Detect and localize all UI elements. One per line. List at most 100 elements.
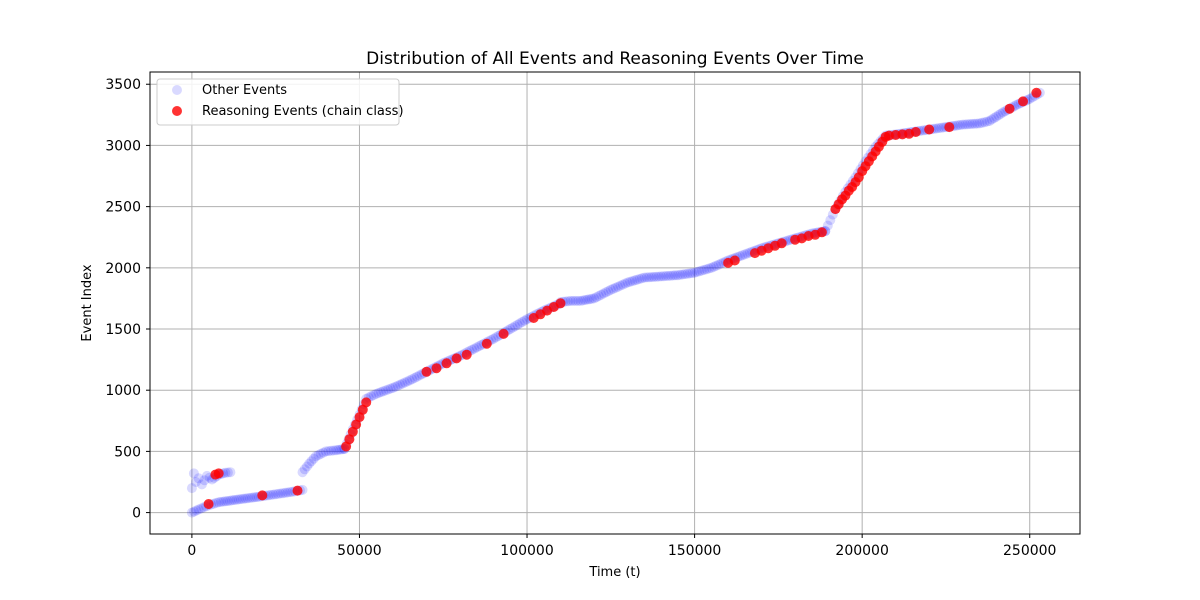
other-event-point	[215, 496, 226, 507]
other-event-point	[708, 261, 719, 272]
x-tick-label: 50000	[337, 543, 382, 559]
other-event-point	[648, 271, 659, 282]
other-event-point	[613, 281, 623, 292]
reasoning-event-point	[481, 338, 492, 349]
other-event-point	[739, 249, 750, 260]
other-event-point	[229, 495, 240, 505]
other-event-point	[580, 295, 591, 305]
other-event-point	[577, 295, 588, 306]
reasoning-event-point	[816, 227, 827, 238]
other-event-point	[625, 276, 635, 287]
other-event-point	[213, 497, 224, 508]
reasoning-event-point	[461, 349, 472, 360]
other-event-point	[711, 260, 722, 271]
other-event-point	[627, 276, 638, 287]
other-event-point	[277, 488, 288, 499]
other-event-point	[517, 317, 528, 327]
other-event-point	[610, 282, 621, 293]
other-event-point	[331, 445, 341, 456]
other-event-point	[512, 319, 523, 330]
other-event-point	[247, 492, 258, 503]
other-event-point	[392, 380, 403, 391]
other-event-point	[658, 271, 669, 282]
other-event-point	[222, 467, 233, 478]
other-event-point	[299, 464, 310, 475]
other-event-point	[380, 385, 391, 396]
other-event-point	[641, 272, 652, 283]
other-event-point	[575, 295, 586, 306]
other-event-point	[629, 275, 640, 286]
y-axis-label: Event Index	[80, 264, 95, 341]
chart-title: Distribution of All Events and Reasoning…	[366, 49, 864, 69]
other-event-point	[373, 388, 384, 398]
reasoning-event-point	[441, 358, 452, 369]
other-event-point	[193, 504, 204, 515]
other-event-point	[297, 467, 308, 478]
reasoning-event-point	[213, 468, 224, 479]
other-event-point	[211, 497, 222, 508]
other-event-point	[672, 270, 683, 281]
y-tick-label: 3000	[105, 138, 141, 154]
reasoning-event-point	[910, 127, 921, 137]
other-event-point	[514, 318, 525, 329]
other-event-point	[670, 270, 681, 281]
other-event-point	[268, 489, 279, 500]
other-event-point	[193, 473, 204, 484]
other-event-point	[282, 487, 293, 498]
other-event-point	[608, 283, 619, 294]
other-event-point	[687, 268, 698, 279]
other-event-point	[507, 322, 518, 333]
other-event-point	[632, 274, 643, 285]
other-event-point	[605, 284, 616, 295]
other-event-point	[979, 117, 990, 128]
other-event-point	[955, 120, 966, 130]
other-event-point	[202, 470, 212, 481]
other-event-point	[320, 446, 331, 457]
other-event-point	[222, 496, 233, 506]
other-event-point	[969, 118, 980, 129]
other-event-point	[660, 271, 671, 281]
other-event-point	[668, 270, 679, 281]
other-event-point	[383, 384, 394, 395]
other-event-point	[984, 116, 995, 126]
other-event-point	[982, 116, 992, 127]
axis-ticks: 0 50000 100000 150000 200000 250000 0 500 1000 15…	[105, 77, 1056, 559]
other-event-point	[822, 220, 833, 231]
x-axis-label: Time (t)	[588, 565, 640, 580]
other-event-point	[191, 505, 202, 516]
legend-label-reasoning-events: Reasoning Events (chain class)	[202, 104, 404, 119]
other-event-point	[227, 495, 238, 506]
other-event-point	[694, 266, 705, 277]
other-event-point	[593, 291, 604, 301]
other-event-point	[677, 269, 688, 280]
other-event-point	[651, 271, 662, 282]
other-event-point	[407, 374, 418, 385]
other-event-point	[368, 390, 379, 401]
reasoning-event-point	[1018, 96, 1028, 107]
other-event-point	[699, 264, 710, 275]
other-event-point	[573, 295, 584, 306]
other-event-point	[225, 467, 236, 478]
other-event-point	[989, 113, 999, 124]
other-event-point	[680, 269, 690, 280]
other-event-point	[275, 488, 286, 499]
other-event-point	[601, 287, 611, 298]
other-event-point	[972, 118, 983, 129]
reasoning-event-point	[421, 366, 432, 377]
other-event-point	[620, 278, 631, 289]
other-event-point	[568, 295, 579, 306]
other-event-point	[617, 279, 628, 290]
other-event-point	[952, 120, 963, 131]
x-tick-label: 0	[187, 543, 196, 559]
other-event-point	[190, 477, 201, 487]
other-event-point	[960, 119, 971, 130]
other-event-point	[265, 489, 276, 500]
other-event-point	[471, 342, 482, 353]
other-event-point	[991, 111, 1002, 122]
other-event-point	[308, 453, 319, 464]
other-event-point	[411, 371, 422, 382]
x-tick-label: 250000	[1003, 543, 1056, 559]
other-event-point	[713, 259, 724, 270]
other-event-point	[233, 494, 244, 505]
other-event-point	[220, 496, 231, 507]
